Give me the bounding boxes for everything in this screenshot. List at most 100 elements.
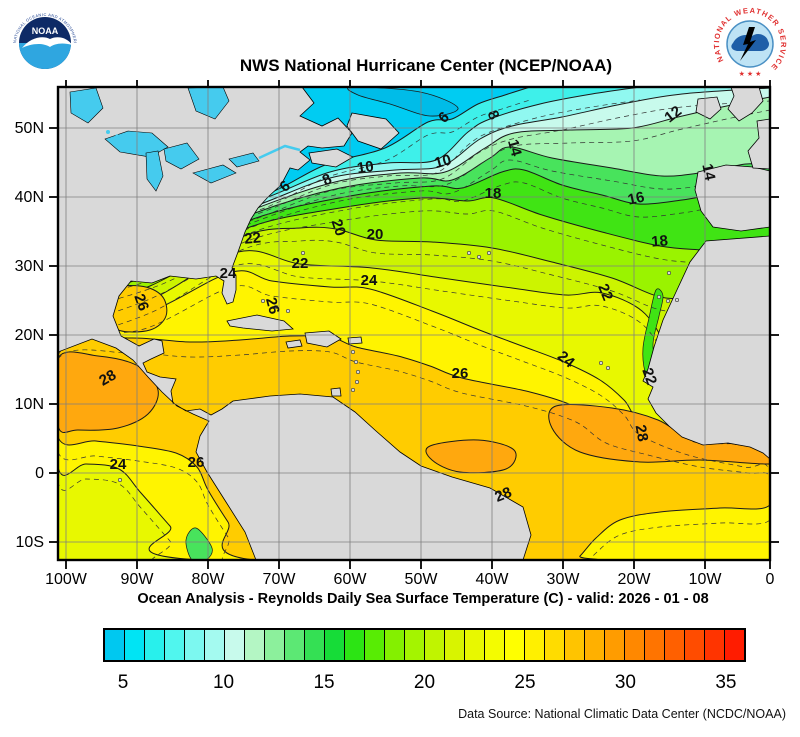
sst-upwelling-patch <box>185 527 213 560</box>
colorbar-cell <box>405 630 425 660</box>
colorbar: 5 10 15 20 25 30 35 <box>103 628 746 698</box>
nws-logo-svg: NATIONAL WEATHER SERVICE ★ ★ ★ <box>712 6 787 80</box>
contour-label: 22 <box>638 366 660 387</box>
dashed-contour <box>58 285 770 560</box>
island-speck <box>656 294 662 300</box>
contour-label: 28 <box>492 484 514 506</box>
colorbar-cell <box>505 630 525 660</box>
map-frame <box>56 85 772 562</box>
hudson-bay <box>69 87 104 124</box>
noaa-logo-svg: NATIONAL OCEANIC AND ATMOSPHERIC ADMINIS… <box>8 4 79 77</box>
contour-label: 22 <box>244 229 262 247</box>
contour-label: 24 <box>110 456 127 473</box>
noaa-disc-bottom <box>19 43 71 69</box>
dashed-contour <box>58 99 531 254</box>
island-speck <box>285 308 291 314</box>
island-speck <box>466 250 472 256</box>
lon-axis-label: 80W <box>192 571 226 588</box>
colorbar-cell <box>545 630 565 660</box>
contour-label: 22 <box>594 281 616 303</box>
colorbar-cell <box>705 630 725 660</box>
colorbar-cell <box>285 630 305 660</box>
lat-axis-label: 20N <box>15 327 44 344</box>
lat-axis-label: 50N <box>15 120 44 137</box>
lon-axis-label: 70W <box>263 571 297 588</box>
landmass-britain <box>727 87 764 122</box>
lake-superior <box>104 130 169 158</box>
sst-region-28 <box>58 351 159 433</box>
island-speck <box>273 304 279 310</box>
colorbar-tick-label: 30 <box>614 672 637 693</box>
colorbar-cell <box>525 630 545 660</box>
colorbar-tick-label: 5 <box>117 672 129 693</box>
colorbar-cell <box>625 630 645 660</box>
contour-label: 14 <box>504 138 525 159</box>
colorbar-cell <box>325 630 345 660</box>
island-speck <box>354 379 360 385</box>
island-speck <box>260 298 266 304</box>
island-speck <box>665 298 671 304</box>
island-cuba <box>226 314 294 332</box>
landmass-americas <box>58 87 532 560</box>
contour-label: 16 <box>626 189 646 209</box>
island-newfoundland <box>346 112 400 150</box>
dashed-contour <box>58 349 770 560</box>
island-speck <box>355 369 361 375</box>
lat-axis-label: 10S <box>16 534 44 551</box>
contour-label: 22 <box>292 255 309 272</box>
contour-label: 10 <box>433 151 454 172</box>
sst-region-28 <box>425 439 517 474</box>
colorbar-cell <box>565 630 585 660</box>
contour-label: 26 <box>262 296 283 317</box>
colorbar-cell <box>205 630 225 660</box>
colorbar-cell <box>465 630 485 660</box>
colorbar-cell <box>685 630 705 660</box>
lake-ontario <box>228 152 260 168</box>
colorbar-cell <box>225 630 245 660</box>
lon-axis-label: 100W <box>45 571 88 588</box>
lake-erie <box>192 164 237 184</box>
island-speck <box>476 254 482 260</box>
colorbar-cell <box>125 630 145 660</box>
contour-label: 26 <box>188 454 205 471</box>
colorbar-cell <box>345 630 365 660</box>
lon-axis-label: 90W <box>121 571 155 588</box>
island-novascotia <box>308 148 354 168</box>
contour-label: 10 <box>356 158 375 177</box>
colorbar-cell <box>305 630 325 660</box>
contour-label: 26 <box>452 365 469 382</box>
colorbar-tick-label: 10 <box>212 672 235 693</box>
island-speck <box>350 349 356 355</box>
island-speck <box>666 270 672 276</box>
lon-axis-label: 0 <box>766 571 775 588</box>
island-speck <box>674 297 680 303</box>
colorbar-tick-label: 15 <box>313 672 335 693</box>
lon-axis-label: 40W <box>476 571 510 588</box>
contour-label: 24 <box>220 265 237 282</box>
landmass-africa <box>642 235 770 460</box>
island-speck <box>300 250 306 256</box>
contour-label: 18 <box>485 185 502 202</box>
contour-label: 20 <box>367 226 384 243</box>
island-puertorico <box>347 336 363 345</box>
colorbar-gradient <box>103 628 746 662</box>
island-speck <box>353 359 359 365</box>
landmass-france <box>747 118 770 170</box>
colorbar-cell <box>665 630 685 660</box>
landmass-ireland <box>695 96 722 120</box>
lon-axis-label: 10W <box>689 571 723 588</box>
colorbar-tick-label: 35 <box>715 672 737 693</box>
lat-axis-label: 40N <box>15 189 44 206</box>
lat-axis-label: 0 <box>35 465 44 482</box>
lake-michigan <box>145 150 164 192</box>
colorbar-cell <box>265 630 285 660</box>
colorbar-tick-label: 25 <box>514 672 536 693</box>
nws-lightning-icon <box>740 27 756 61</box>
landmass-iberia <box>694 164 770 232</box>
lake-winnipeg <box>106 130 110 134</box>
lake-speck <box>115 134 119 138</box>
contour-label: 24 <box>361 272 378 289</box>
lon-axis-label: 30W <box>547 571 581 588</box>
nws-logo: NATIONAL WEATHER SERVICE ★ ★ ★ <box>712 6 788 82</box>
